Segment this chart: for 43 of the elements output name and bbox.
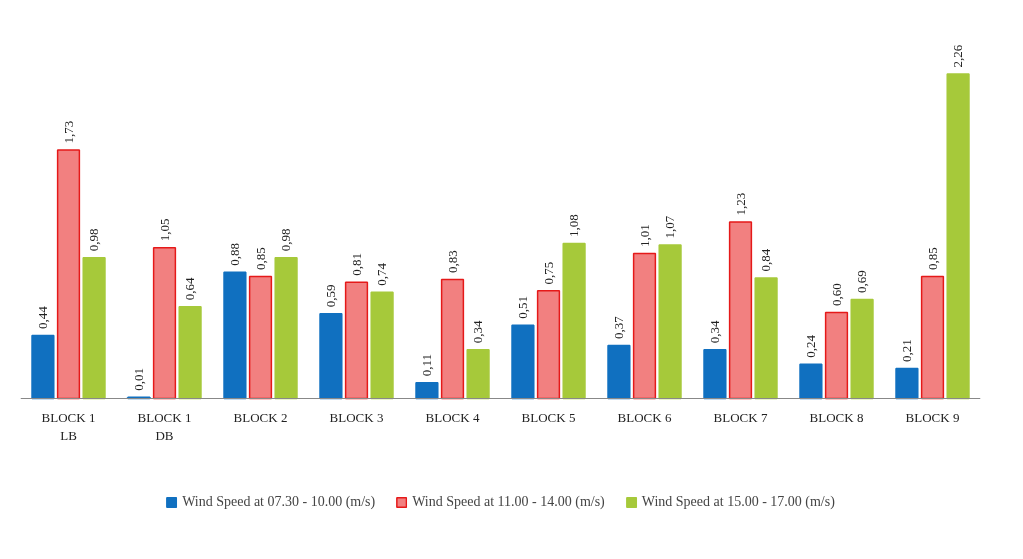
legend-label: Wind Speed at 07.30 - 10.00 (m/s): [182, 494, 376, 510]
data-label: 0,44: [34, 305, 50, 329]
data-label: 0,11: [418, 354, 434, 377]
data-label: 0,85: [924, 247, 940, 271]
data-label: 0,51: [514, 296, 530, 319]
data-label: 1,05: [156, 218, 172, 242]
data-label: 0,83: [444, 250, 460, 273]
x-tick-label: BLOCK 1 LB: [41, 409, 96, 443]
x-tick-label: BLOCK 1 DB: [137, 409, 192, 443]
data-label: 1,07: [662, 215, 678, 239]
x-tick-label: BLOCK 2: [233, 409, 288, 425]
data-label: 0,37: [610, 315, 626, 339]
x-tick-label: BLOCK 3: [329, 409, 384, 425]
x-tick-label: BLOCK 8: [809, 409, 864, 425]
legend-label: Wind Speed at 15.00 - 17.00 (m/s): [641, 494, 835, 510]
data-label: 0,64: [182, 276, 198, 301]
data-label: 0,98: [278, 228, 294, 252]
legend-label: Wind Speed at 11.00 - 14.00 (m/s): [412, 494, 605, 510]
data-label: 0,84: [758, 248, 774, 272]
data-label: 2,26: [950, 44, 966, 68]
data-label: 0,74: [374, 262, 390, 286]
data-label: 0,85: [252, 247, 268, 271]
data-label: 1,01: [636, 224, 652, 248]
data-label: 0,24: [802, 334, 818, 358]
x-tick-label: BLOCK 6: [617, 409, 672, 425]
data-label: 0,34: [706, 320, 722, 344]
x-tick-label: BLOCK 5: [521, 409, 576, 425]
x-tick-label: BLOCK 4: [425, 409, 480, 425]
data-label: 0,01: [130, 367, 146, 391]
data-label: 0,34: [470, 320, 486, 344]
x-tick-label: BLOCK 7: [713, 409, 768, 425]
data-label: 0,59: [322, 284, 338, 308]
data-label: 0,21: [898, 339, 914, 362]
data-label: 0,75: [540, 261, 556, 285]
data-label: 1,73: [60, 120, 76, 144]
data-label: 0,69: [854, 270, 870, 293]
data-label: 0,98: [86, 228, 102, 252]
data-label: 0,88: [226, 242, 242, 266]
x-tick-label: BLOCK 9: [905, 409, 960, 425]
data-label: 1,08: [566, 214, 582, 237]
data-label: 1,23: [732, 192, 748, 216]
data-label: 0,60: [828, 283, 844, 306]
data-label: 0,81: [348, 253, 364, 276]
